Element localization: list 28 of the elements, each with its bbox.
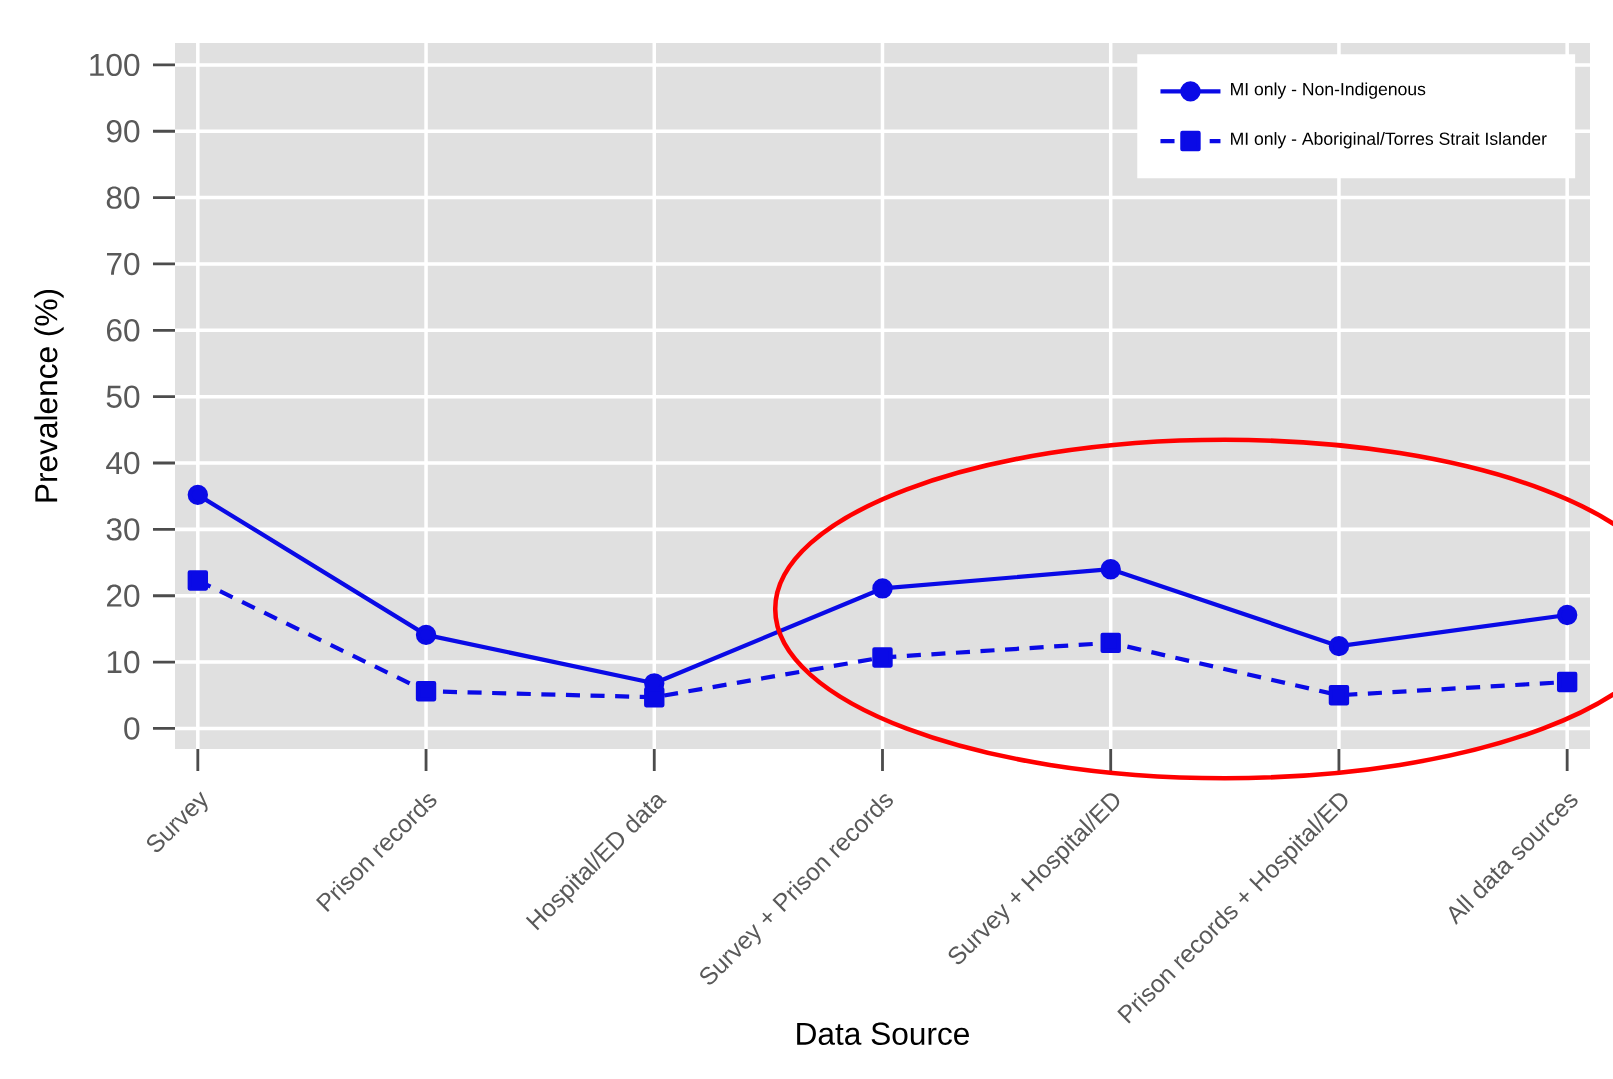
y-tick-label: 40 bbox=[106, 451, 140, 475]
y-tick-label: 60 bbox=[107, 319, 140, 342]
point bbox=[1556, 671, 1578, 693]
y-tick-label: 20 bbox=[107, 584, 140, 607]
point bbox=[1100, 632, 1121, 654]
legend-label: MI only - Non-Indigenous bbox=[1231, 82, 1426, 99]
y-tick-label: 10 bbox=[107, 650, 140, 674]
x-axis-title: Data Source bbox=[797, 1022, 969, 1046]
point bbox=[872, 578, 893, 599]
point bbox=[415, 681, 437, 702]
y-tick-label: 100 bbox=[90, 53, 140, 77]
point bbox=[1328, 635, 1350, 657]
y-tick-label: 80 bbox=[106, 186, 140, 209]
y-tick-label: 50 bbox=[106, 385, 140, 408]
y-tick-label: 70 bbox=[107, 252, 140, 276]
y-tick-label: 90 bbox=[106, 120, 140, 143]
legend-label: MI only - Aboriginal/Torres Strait Islander bbox=[1231, 132, 1547, 149]
point bbox=[644, 687, 665, 708]
point bbox=[872, 647, 893, 668]
point bbox=[415, 624, 437, 646]
point bbox=[187, 484, 209, 506]
point bbox=[187, 570, 209, 591]
point bbox=[1328, 685, 1350, 706]
y-tick-label: 0 bbox=[124, 717, 140, 740]
y-axis-title: Prevalence (%) bbox=[34, 289, 64, 502]
point bbox=[1556, 604, 1578, 626]
y-tick-label: 30 bbox=[106, 518, 140, 541]
point bbox=[1100, 559, 1121, 580]
